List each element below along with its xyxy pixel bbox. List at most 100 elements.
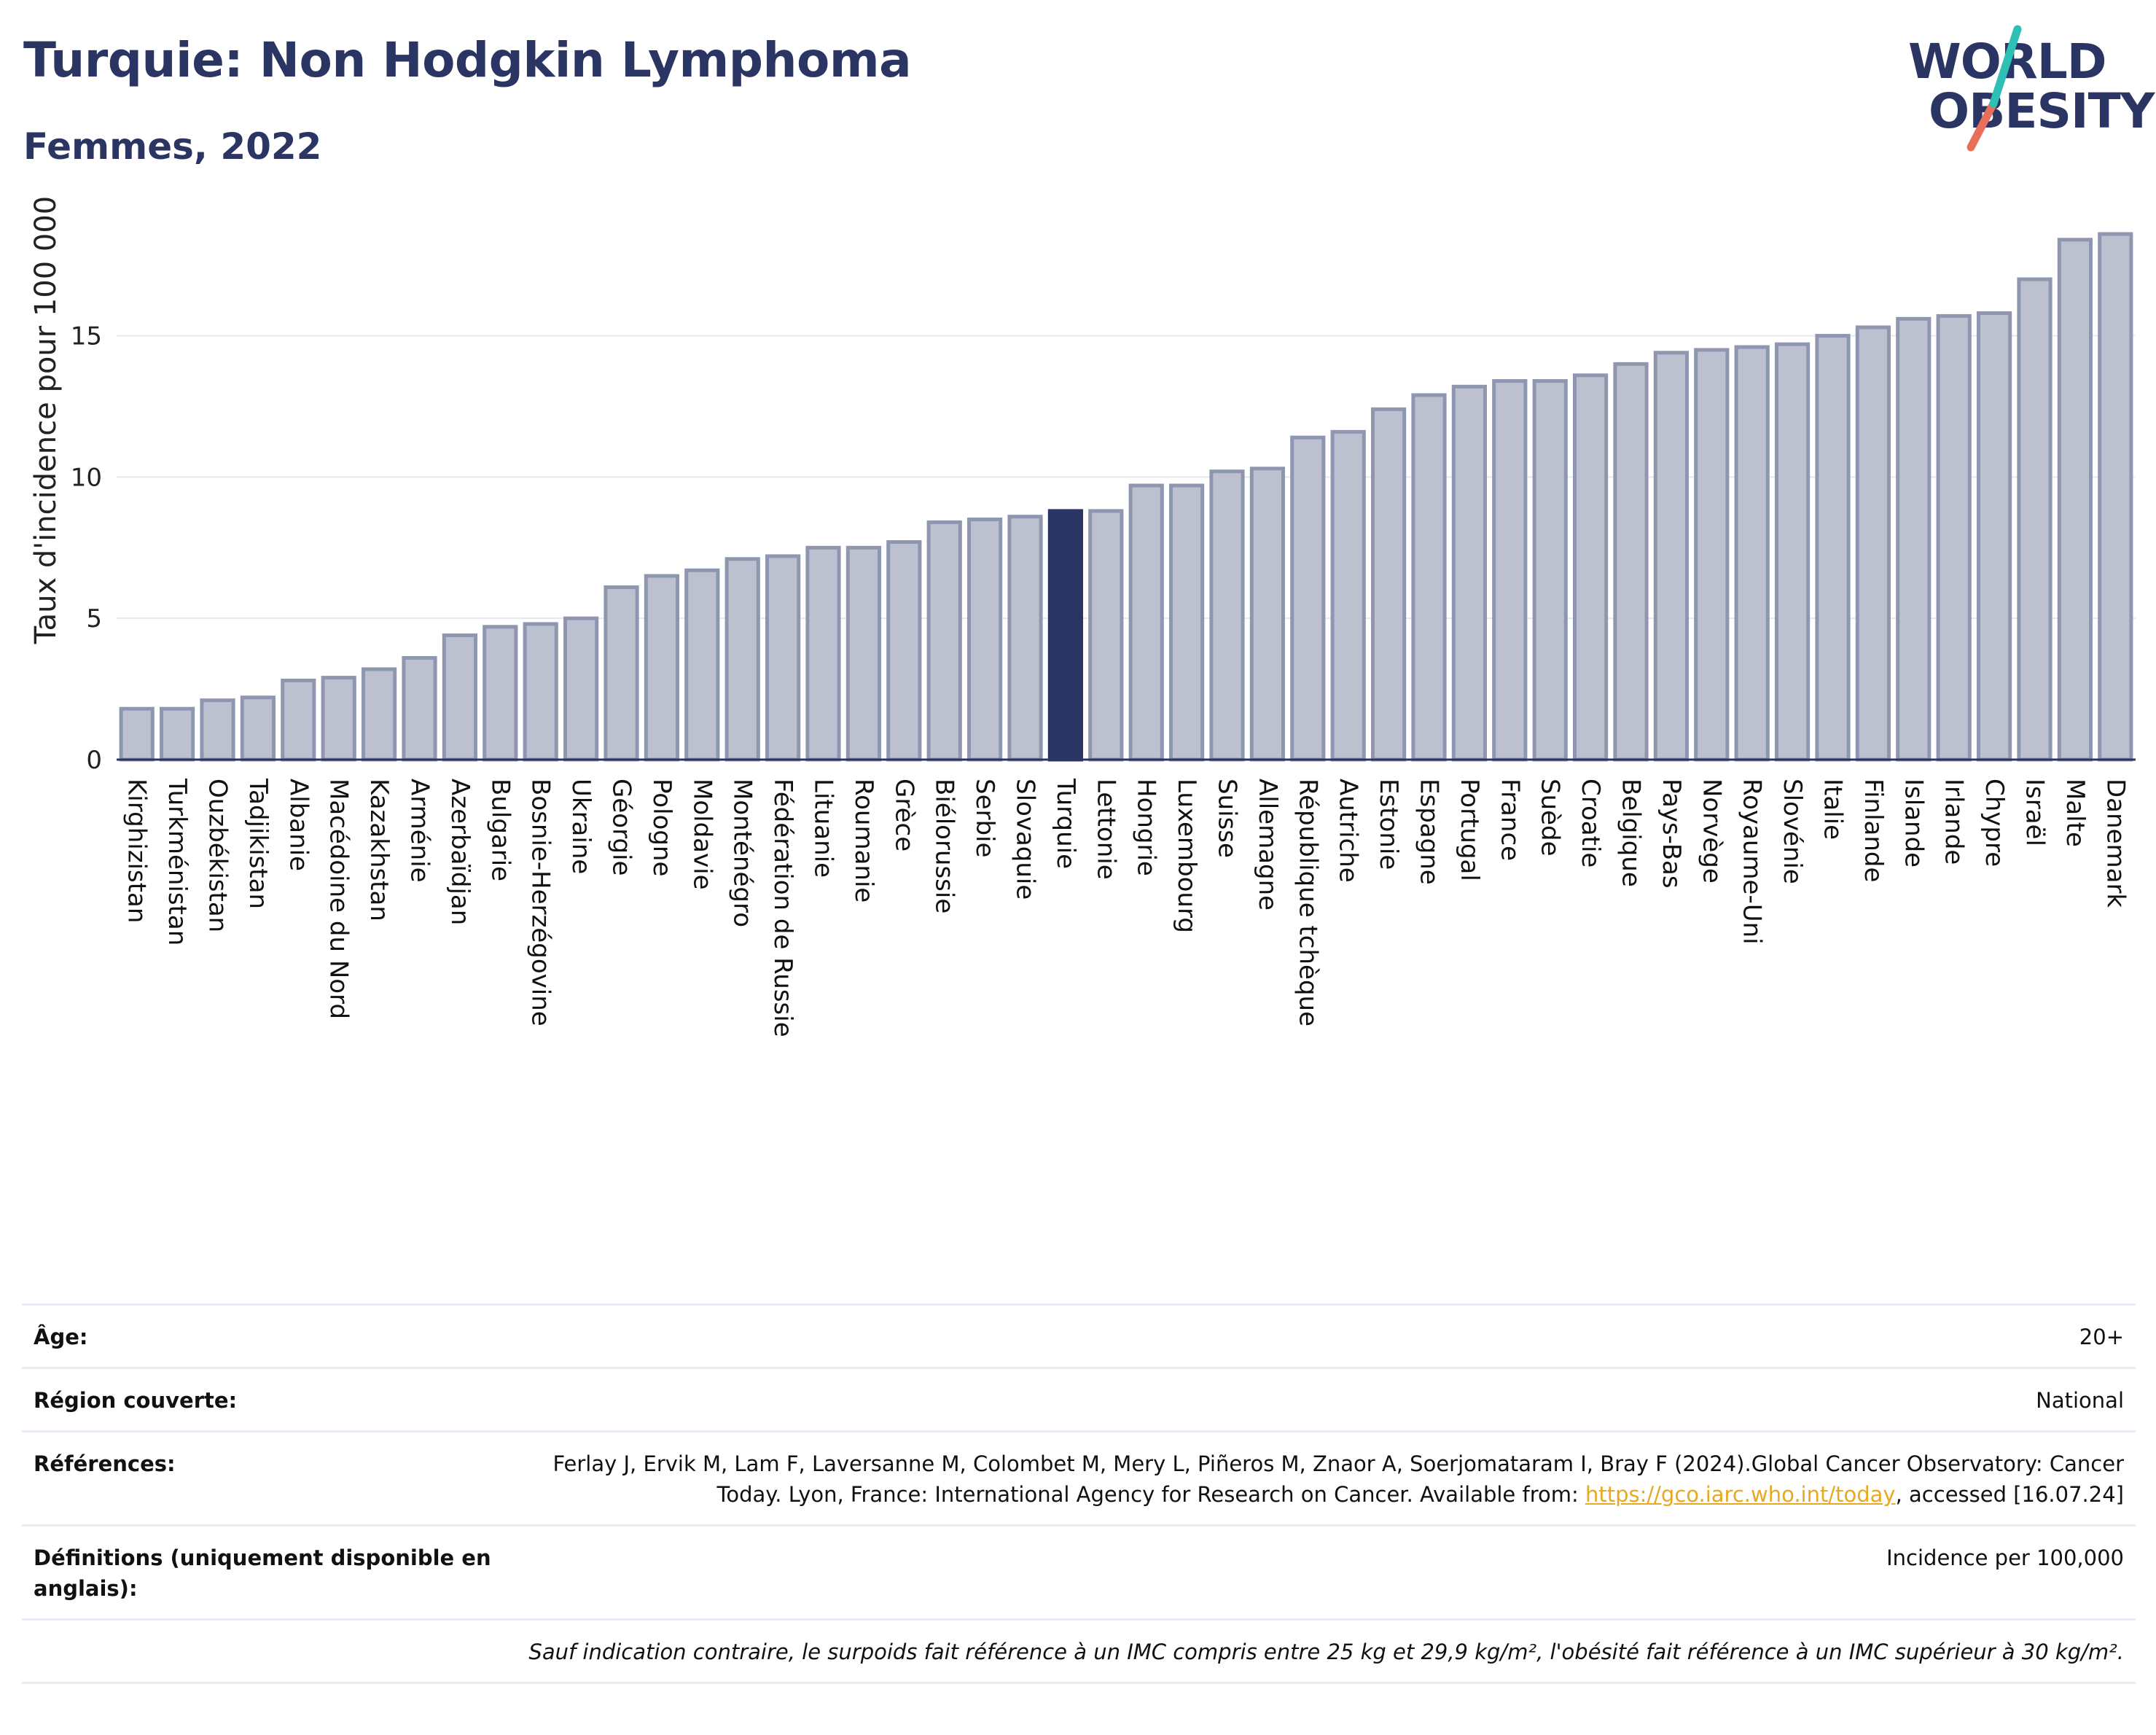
y-tick-label: 10 [71,463,102,492]
bar [442,633,478,762]
bar [684,568,720,762]
bar [1128,483,1164,762]
bar [1532,379,1568,762]
bar [200,698,235,762]
definitions-label: Définitions (uniquement disponible en an… [34,1545,491,1602]
x-tick-label: Autriche [1334,779,1363,883]
bar [1896,316,1932,762]
x-tick-label: Kirghizistan [122,779,152,923]
x-tick-label: Lettonie [1091,779,1120,880]
x-tick-label: Chypre [1980,779,2009,867]
x-tick-label: Bulgarie [485,779,515,881]
x-tick-label: Allemagne [1253,779,1282,911]
bar [361,667,397,762]
bar [1047,509,1084,762]
bar [1734,345,1770,762]
bar [1370,407,1407,762]
x-tick-label: Pays-Bas [1657,779,1686,889]
bar [1855,325,1891,762]
bar-chart: 0 5 10 15 Kirghizistan Turkménistan Ouzbékist… [29,196,2136,1037]
references-link[interactable]: https://gco.iarc.who.int/today [1585,1482,1896,1508]
references-label: Références: [34,1451,176,1477]
x-tick-label: Islande [1899,779,1928,868]
x-tick-label: Ukraine [566,779,595,874]
bar [1209,469,1245,762]
region-value: National [2036,1388,2124,1414]
meta-row-region: Région couverte: National [22,1367,2136,1430]
bar [240,695,276,762]
bar [119,706,155,762]
region-label: Région couverte: [34,1388,238,1414]
x-tick-label: Pologne [647,779,676,876]
x-tick-label: Slovaquie [1011,779,1040,900]
metadata-table: Âge: 20+ Région couverte: National Référ… [22,1303,2136,1685]
x-tick-label: Hongrie [1132,779,1161,876]
bar [402,655,437,762]
bar [805,545,841,762]
bar [724,557,760,762]
x-tick-label: Lituanie [809,779,838,878]
bar [1290,435,1326,762]
y-tick-label: 5 [86,604,102,633]
x-tick-label: Luxembourg [1172,779,1201,933]
x-tick-label: Bosnie-Herzégovine [526,779,555,1026]
definitions-value: Incidence per 100,000 [1886,1545,2124,1571]
bar [966,518,1003,762]
x-tick-label: République tchèque [1293,779,1322,1026]
x-tick-label: Israël [2020,779,2050,846]
x-tick-label: Finlande [1859,779,1888,882]
x-tick-label: France [1495,779,1524,861]
x-tick-label: Serbie [970,779,999,857]
bar [2057,238,2093,762]
bar [886,540,922,762]
bar [159,706,195,762]
x-tick-label: Macédoine du Nord [324,779,354,1019]
y-axis-ticks: 0 5 10 15 [71,322,102,775]
x-tick-label: Moldavie [687,779,716,890]
x-tick-label: Turkménistan [163,778,192,946]
bar [765,554,801,762]
bar [1976,311,2012,762]
bar [321,676,356,762]
y-tick-label: 0 [86,746,102,775]
x-tick-label: Turquie [1051,778,1080,869]
x-tick-label: Tadjikistan [243,778,273,909]
x-tick-label: Portugal [1455,779,1484,881]
bar [2098,232,2133,762]
chart-title: Turquie: Non Hodgkin Lymphoma [23,32,912,88]
bar [281,678,316,762]
age-value: 20+ [2079,1325,2124,1349]
x-tick-label: Albanie [284,779,313,871]
x-tick-label: Slovénie [1778,779,1807,884]
bar [1936,313,1972,762]
meta-row-definitions: Définitions (uniquement disponible en an… [22,1524,2136,1618]
meta-row-note: Sauf indication contraire, le surpoids f… [22,1618,2136,1685]
x-tick-label: Grèce [889,779,918,851]
x-tick-label: Norvège [1697,779,1726,884]
references-text: Ferlay J, Ervik M, Lam F, Laversanne M, … [552,1451,2124,1508]
bar [483,625,518,762]
x-tick-label: Fédération de Russie [768,779,797,1037]
bar [1815,334,1851,762]
x-tick-label: Kazakhstan [364,779,394,921]
logo-line-obesity: OBESITY [1929,83,2155,139]
x-tick-label: Belgique [1617,779,1646,887]
world-obesity-logo: WORLD OBESITY [1895,22,2155,160]
bar [644,574,680,762]
x-tick-label: Royaume-Uni [1738,779,1767,945]
x-tick-label: Ouzbékistan [203,779,233,932]
bmi-note: Sauf indication contraire, le surpoids f… [528,1640,2124,1665]
y-tick-label: 15 [71,322,102,351]
bar [1774,342,1811,762]
x-axis-labels: Kirghizistan Turkménistan Ouzbékistan Tadji… [122,778,2130,1037]
x-tick-label: Géorgie [607,779,636,876]
bar [1451,384,1488,762]
bar [1411,393,1447,762]
references-suffix: , accessed [16.07.24] [1895,1482,2124,1508]
bar [845,545,882,762]
x-tick-label: Monténégro [728,779,757,927]
age-label: Âge: [34,1325,88,1349]
x-tick-label: Espagne [1415,779,1444,885]
logo-slash-icon [1966,25,2022,152]
x-tick-label: Azerbaïdjan [445,779,474,925]
